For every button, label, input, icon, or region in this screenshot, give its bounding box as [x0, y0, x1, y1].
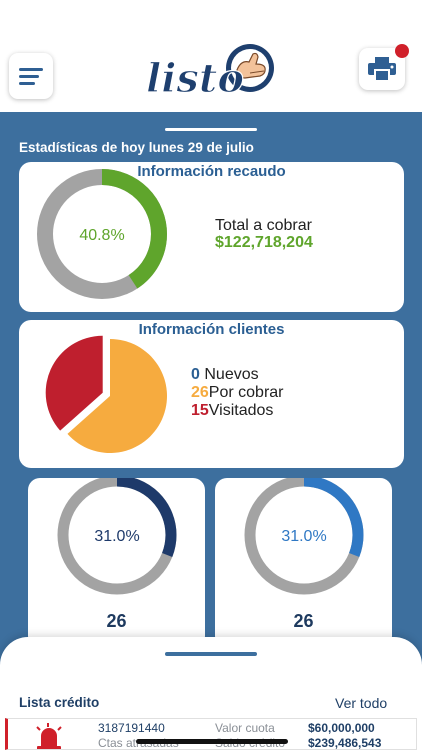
- nuevos-label: Nuevos: [204, 366, 259, 383]
- visitados-count: 15: [191, 402, 209, 419]
- logo-wordmark: listo: [146, 55, 244, 102]
- alarm-siren-icon: [36, 723, 62, 749]
- stat-donut-left-arc: [57, 478, 177, 595]
- pie-slice-visitados: [45, 335, 103, 431]
- stats-title: Estadísticas de hoy lunes 29 de julio: [19, 140, 254, 155]
- drag-handle[interactable]: [165, 128, 257, 131]
- app-header: listo: [0, 0, 422, 112]
- recaudo-title: Información recaudo: [137, 163, 286, 180]
- valor-cuota-value: $60,000,000: [308, 721, 375, 735]
- recaudo-card: Información recaudo 40.8% Total a cobrar…: [19, 162, 404, 312]
- total-label: Total a cobrar: [215, 217, 312, 234]
- hamburger-menu-icon: [19, 67, 43, 71]
- stat-donut-right: 31.0%: [244, 478, 364, 595]
- stat-card-left: 31.0% 26: [28, 478, 205, 648]
- nuevos-count: 0: [191, 366, 200, 383]
- clientes-card: Información clientes 0 Nuevos 26 Por cobr…: [19, 320, 404, 468]
- hamburger-line: [19, 74, 39, 78]
- printer-icon: [368, 57, 396, 82]
- menu-button[interactable]: [9, 53, 53, 99]
- stat-card-right: 31.0% 26: [215, 478, 392, 648]
- recaudo-percent: 40.8%: [79, 227, 124, 244]
- legend-visitados: 15 Visitados: [191, 402, 284, 420]
- listo-logo: listo: [145, 44, 274, 103]
- stat-left-percent: 31.0%: [94, 528, 139, 545]
- credit-list-item[interactable]: 3187191440 Ctas atrasadas Valor cuota Sa…: [5, 718, 417, 750]
- home-indicator: [136, 739, 288, 744]
- clientes-legend: 0 Nuevos 26 Por cobrar 15 Visitados: [191, 366, 284, 420]
- por-cobrar-label: Por cobrar: [208, 384, 284, 401]
- credit-phone: 3187191440: [98, 721, 165, 735]
- stat-donut-right-arc: [244, 478, 364, 595]
- clientes-title: Información clientes: [138, 321, 285, 338]
- stat-donut-left: 31.0%: [57, 478, 177, 595]
- total-value: $122,718,204: [215, 234, 313, 251]
- pie-slice-por-cobrar: [67, 339, 167, 453]
- stat-left-value: 26: [106, 611, 127, 631]
- sheet-handle[interactable]: [165, 652, 257, 656]
- hamburger-line: [19, 81, 35, 85]
- recaudo-donut: 40.8%: [37, 169, 167, 299]
- valor-cuota-label: Valor cuota: [215, 721, 275, 735]
- legend-nuevos: 0 Nuevos: [191, 366, 284, 384]
- clientes-pie: [45, 335, 167, 453]
- saldo-credito-value: $239,486,543: [308, 736, 382, 750]
- por-cobrar-count: 26: [191, 384, 209, 401]
- visitados-label: Visitados: [208, 402, 274, 419]
- notification-badge: [395, 44, 409, 58]
- stat-right-value: 26: [293, 611, 314, 631]
- ver-todo-link[interactable]: Ver todo: [335, 695, 388, 711]
- recaudo-donut-arc: [37, 169, 167, 299]
- legend-por-cobrar: 26 Por cobrar: [191, 384, 284, 402]
- stat-right-percent: 31.0%: [281, 528, 326, 545]
- lista-credito-title: Lista crédito: [19, 695, 100, 710]
